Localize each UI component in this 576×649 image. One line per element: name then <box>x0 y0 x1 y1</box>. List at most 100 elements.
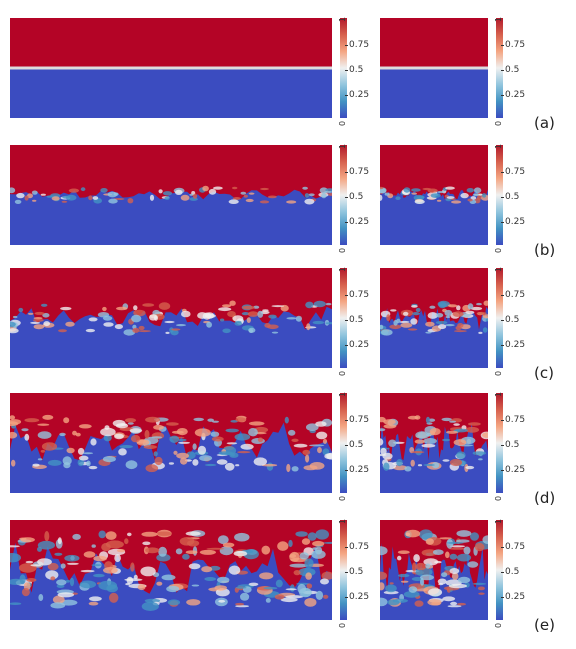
colorbar-tick-label: 0 <box>338 622 347 628</box>
colorbar-large-4 <box>340 520 347 620</box>
colorbar-tick-label: 0.5 <box>349 567 364 577</box>
colorbar-tick-label: 0.5 <box>505 567 520 577</box>
colorbar-tick-label: 0 <box>338 495 347 501</box>
colorbar-small-0 <box>496 18 503 118</box>
colorbar-tick-label: 1 <box>494 391 503 397</box>
colorbar-gradient <box>496 145 503 245</box>
colorbar-tick-mark <box>345 295 348 296</box>
colorbar-tick-label: 0.5 <box>505 192 520 202</box>
colorbar-tick-label: 0.5 <box>505 65 520 75</box>
colorbar-tick-mark <box>345 597 348 598</box>
colorbar-tick-mark <box>345 547 348 548</box>
colorbar-tick-label: 1 <box>338 143 347 149</box>
colorbar-tick-mark <box>501 295 504 296</box>
colorbar-tick-mark <box>501 470 504 471</box>
colorbar-tick-label: 1 <box>494 16 503 22</box>
colorbar-gradient <box>496 520 503 620</box>
colorbar-gradient <box>340 18 347 118</box>
colorbar-tick-label: 0.25 <box>505 217 526 227</box>
colorbar-tick-label: 1 <box>338 391 347 397</box>
colorbar-gradient <box>340 520 347 620</box>
colorbar-small-4 <box>496 520 503 620</box>
colorbar-tick-mark <box>501 45 504 46</box>
colorbar-large-2 <box>340 268 347 368</box>
colorbar-tick-mark <box>501 445 504 446</box>
colorbar-tick-label: 0.25 <box>505 340 526 350</box>
colorbar-tick-label: 0.75 <box>505 40 526 50</box>
colorbar-tick-mark <box>501 95 504 96</box>
colorbar-tick-label: 0.5 <box>349 192 364 202</box>
colorbar-tick-mark <box>345 95 348 96</box>
colorbar-gradient <box>340 145 347 245</box>
colorbar-tick-label: 0.25 <box>349 592 370 602</box>
colorbar-tick-label: 0 <box>494 622 503 628</box>
colorbar-tick-mark <box>345 45 348 46</box>
panel-label: (d) <box>534 489 556 507</box>
colorbar-tick-label: 0.75 <box>349 40 370 50</box>
colorbar-tick-label: 1 <box>338 266 347 272</box>
colorbar-tick-label: 0 <box>494 247 503 253</box>
colorbar-tick-label: 0.75 <box>505 290 526 300</box>
colorbar-tick-label: 0.75 <box>505 542 526 552</box>
colorbar-tick-label: 0.5 <box>505 440 520 450</box>
colorbar-tick-mark <box>345 320 348 321</box>
colorbar-tick-label: 0.5 <box>349 440 364 450</box>
colorbar-tick-mark <box>345 572 348 573</box>
colorbar-tick-label: 0 <box>494 370 503 376</box>
colorbar-tick-label: 0 <box>338 120 347 126</box>
colorbar-tick-label: 0 <box>494 120 503 126</box>
colorbar-tick-mark <box>501 197 504 198</box>
colorbar-tick-label: 0.75 <box>349 290 370 300</box>
colorbar-tick-mark <box>501 320 504 321</box>
colorbar-gradient <box>340 268 347 368</box>
colorbar-tick-label: 0.5 <box>505 315 520 325</box>
colorbar-small-1 <box>496 145 503 245</box>
colorbar-tick-mark <box>345 470 348 471</box>
colorbar-tick-label: 0.5 <box>349 65 364 75</box>
colorbar-tick-label: 0.25 <box>349 90 370 100</box>
field-panel-large-b <box>10 145 332 245</box>
colorbar-tick-label: 0.75 <box>349 167 370 177</box>
colorbar-tick-mark <box>501 420 504 421</box>
colorbar-large-0 <box>340 18 347 118</box>
colorbar-tick-label: 1 <box>338 518 347 524</box>
field-panel-large-a <box>10 18 332 118</box>
panel-label: (e) <box>534 616 555 634</box>
colorbar-tick-label: 1 <box>494 266 503 272</box>
colorbar-tick-label: 0.25 <box>505 592 526 602</box>
colorbar-tick-label: 1 <box>338 16 347 22</box>
colorbar-tick-label: 0.75 <box>349 415 370 425</box>
field-panel-small-b <box>380 145 488 245</box>
field-panel-large-d <box>10 393 332 493</box>
field-panel-large-e <box>10 520 332 620</box>
field-panel-small-e <box>380 520 488 620</box>
panel-label: (a) <box>534 114 555 132</box>
colorbar-tick-label: 0 <box>338 370 347 376</box>
colorbar-tick-mark <box>345 345 348 346</box>
colorbar-tick-mark <box>501 70 504 71</box>
colorbar-tick-label: 0.25 <box>349 217 370 227</box>
colorbar-gradient <box>496 268 503 368</box>
colorbar-tick-mark <box>501 222 504 223</box>
colorbar-tick-mark <box>501 597 504 598</box>
colorbar-large-1 <box>340 145 347 245</box>
colorbar-tick-label: 0.75 <box>505 167 526 177</box>
colorbar-tick-mark <box>501 345 504 346</box>
field-panel-small-c <box>380 268 488 368</box>
colorbar-tick-label: 0.25 <box>349 340 370 350</box>
colorbar-tick-mark <box>345 197 348 198</box>
colorbar-large-3 <box>340 393 347 493</box>
colorbar-tick-label: 0.25 <box>349 465 370 475</box>
colorbar-tick-label: 0 <box>494 495 503 501</box>
colorbar-tick-mark <box>345 172 348 173</box>
colorbar-tick-mark <box>501 172 504 173</box>
colorbar-tick-mark <box>345 420 348 421</box>
colorbar-tick-label: 0.5 <box>349 315 364 325</box>
field-panel-large-c <box>10 268 332 368</box>
colorbar-tick-label: 1 <box>494 518 503 524</box>
colorbar-tick-label: 0.75 <box>349 542 370 552</box>
panel-label: (c) <box>534 364 554 382</box>
colorbar-gradient <box>496 393 503 493</box>
colorbar-tick-mark <box>345 222 348 223</box>
colorbar-tick-label: 0 <box>338 247 347 253</box>
